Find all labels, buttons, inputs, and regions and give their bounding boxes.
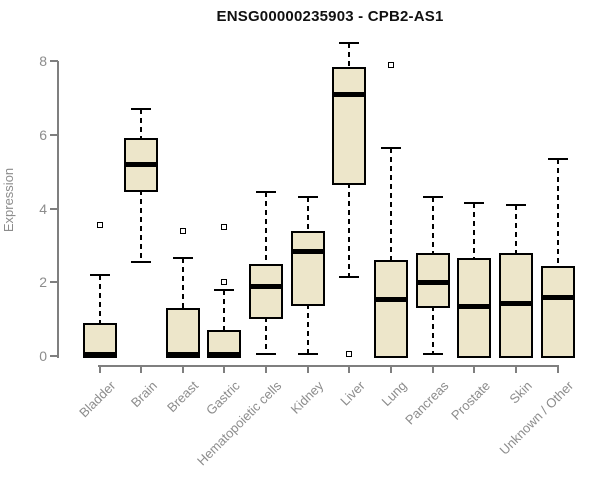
x-tick xyxy=(98,366,101,373)
upper-whisker-line xyxy=(389,147,392,261)
lower-whisker-line xyxy=(431,306,434,355)
x-tick-label: Unknown / Other xyxy=(496,378,577,458)
y-tick-label: 6 xyxy=(39,126,47,143)
upper-whisker-cap xyxy=(256,190,277,193)
lower-whisker-line xyxy=(265,317,268,355)
upper-whisker-cap xyxy=(505,203,526,206)
x-tick-label: Skin xyxy=(506,378,535,407)
lower-whisker-line xyxy=(348,182,351,277)
upper-whisker-line xyxy=(223,289,226,331)
box-unknown-other xyxy=(540,265,575,358)
y-tick xyxy=(50,207,58,210)
x-tick-label: Prostate xyxy=(448,378,493,423)
lower-whisker-cap xyxy=(297,353,318,356)
outlier-point xyxy=(96,222,103,229)
outlier-point xyxy=(221,279,228,286)
x-tick xyxy=(389,366,392,373)
lower-whisker-cap xyxy=(422,353,443,356)
lower-whisker-cap xyxy=(256,353,277,356)
outlier-point xyxy=(179,227,186,234)
x-axis-line xyxy=(98,365,559,367)
upper-whisker-cap xyxy=(380,146,401,149)
upper-whisker-cap xyxy=(131,107,152,110)
upper-whisker-line xyxy=(556,158,559,266)
x-tick xyxy=(556,366,559,373)
box-liver xyxy=(332,66,367,185)
y-tick xyxy=(50,133,58,136)
median-line xyxy=(373,296,408,302)
median-line xyxy=(165,352,200,358)
y-tick xyxy=(50,355,58,357)
median-line xyxy=(207,352,242,358)
lower-whisker-cap xyxy=(131,260,152,263)
y-tick-label: 8 xyxy=(39,53,47,69)
upper-whisker-cap xyxy=(89,273,110,276)
lower-whisker-cap xyxy=(339,275,360,278)
upper-whisker-line xyxy=(140,108,143,139)
x-tick-label: Gastric xyxy=(203,378,244,418)
x-tick-label: Pancreas xyxy=(401,378,452,428)
x-tick xyxy=(181,366,184,373)
y-tick-label: 2 xyxy=(39,274,47,291)
median-line xyxy=(124,162,159,168)
upper-whisker-cap xyxy=(339,41,360,44)
median-line xyxy=(332,92,367,98)
x-tick-label: Lung xyxy=(378,378,410,410)
upper-whisker-line xyxy=(306,197,309,231)
x-tick-label: Kidney xyxy=(287,378,327,417)
x-tick xyxy=(265,366,268,373)
median-line xyxy=(498,300,533,306)
x-tick xyxy=(140,366,143,373)
upper-whisker-cap xyxy=(422,196,443,199)
y-tick xyxy=(50,281,58,284)
outlier-point xyxy=(346,351,353,358)
lower-whisker-line xyxy=(140,190,143,262)
box-kidney xyxy=(290,230,325,307)
upper-whisker-cap xyxy=(297,196,318,199)
y-tick-label: 4 xyxy=(39,200,47,217)
upper-whisker-line xyxy=(265,191,268,264)
x-tick xyxy=(473,366,476,373)
median-line xyxy=(290,248,325,254)
y-tick xyxy=(50,60,58,62)
x-tick xyxy=(348,366,351,373)
median-line xyxy=(540,295,575,300)
x-tick-label: Brain xyxy=(127,378,160,411)
median-line xyxy=(249,283,284,289)
median-line xyxy=(457,304,492,310)
upper-whisker-cap xyxy=(547,157,568,160)
upper-whisker-line xyxy=(348,42,351,67)
y-axis-line xyxy=(57,61,59,358)
upper-whisker-line xyxy=(473,202,476,259)
box-lung xyxy=(373,260,408,358)
upper-whisker-cap xyxy=(214,288,235,291)
upper-whisker-line xyxy=(98,274,101,323)
lower-whisker-line xyxy=(306,304,309,355)
x-tick xyxy=(306,366,309,373)
box-hematopoietic-cells xyxy=(249,263,284,320)
upper-whisker-cap xyxy=(172,257,193,260)
median-line xyxy=(415,280,450,286)
outlier-point xyxy=(387,61,394,68)
outlier-point xyxy=(221,223,228,230)
box-breast xyxy=(165,308,200,358)
chart-title: ENSG00000235903 - CPB2-AS1 xyxy=(216,8,444,25)
x-tick-label: Breast xyxy=(164,378,202,416)
upper-whisker-line xyxy=(514,204,517,253)
upper-whisker-cap xyxy=(464,201,485,204)
median-line xyxy=(82,352,117,358)
upper-whisker-line xyxy=(431,197,434,253)
x-tick xyxy=(431,366,434,373)
upper-whisker-line xyxy=(181,258,184,309)
x-tick-label: Liver xyxy=(337,378,368,409)
x-tick-label: Bladder xyxy=(75,378,119,421)
y-tick-label: 0 xyxy=(39,348,47,364)
x-tick xyxy=(514,366,517,373)
x-tick xyxy=(223,366,226,373)
